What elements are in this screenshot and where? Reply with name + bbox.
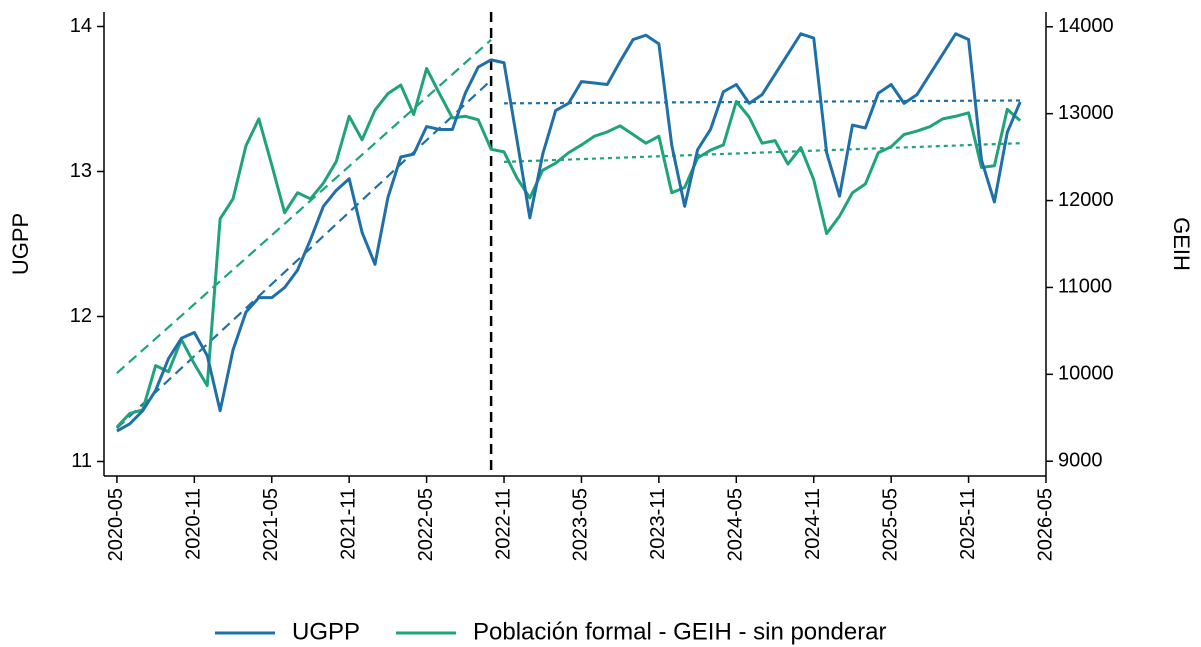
- y2-tick-label: 9000: [1058, 450, 1103, 472]
- x-tick-label: 2024-11: [802, 488, 824, 560]
- y-axis-title: UGPP: [8, 213, 33, 275]
- x-tick-label: 2022-05: [415, 488, 437, 561]
- legend-label: Población formal - GEIH - sin ponderar: [473, 618, 887, 645]
- y2-tick-label: 13000: [1058, 102, 1114, 124]
- x-tick-label: 2020-05: [105, 488, 127, 561]
- y-tick-label: 13: [70, 160, 92, 182]
- trend-line: [503, 142, 1021, 163]
- y2-tick-label: 10000: [1058, 363, 1114, 385]
- y2-axis-title: GEIH: [1169, 217, 1194, 271]
- x-tick-label: 2022-11: [492, 488, 514, 560]
- series-line: [115, 66, 1022, 429]
- y2-tick-label: 12000: [1058, 189, 1114, 211]
- x-tick-label: 2026-05: [1034, 488, 1056, 561]
- x-tick-label: 2025-05: [879, 488, 901, 561]
- x-tick-label: 2024-05: [725, 488, 747, 561]
- y2-tick-label: 11000: [1058, 276, 1112, 298]
- x-tick-label: 2025-11: [957, 488, 979, 560]
- y2-tick-label: 14000: [1058, 15, 1114, 37]
- trend-line: [116, 79, 492, 429]
- x-tick-label: 2023-05: [570, 488, 592, 561]
- legend-label: UGPP: [292, 618, 360, 645]
- trend-line: [504, 99, 1021, 105]
- x-tick-label: 2023-11: [647, 488, 669, 560]
- x-tick-label: 2021-05: [260, 488, 282, 561]
- y-tick-label: 14: [70, 15, 92, 37]
- x-tick-label: 2021-11: [337, 488, 359, 560]
- y-tick-label: 12: [70, 305, 92, 327]
- trend-line: [116, 38, 492, 374]
- series-line: [116, 32, 1022, 433]
- x-tick-label: 2020-11: [183, 488, 205, 560]
- y-tick-label: 11: [71, 450, 92, 472]
